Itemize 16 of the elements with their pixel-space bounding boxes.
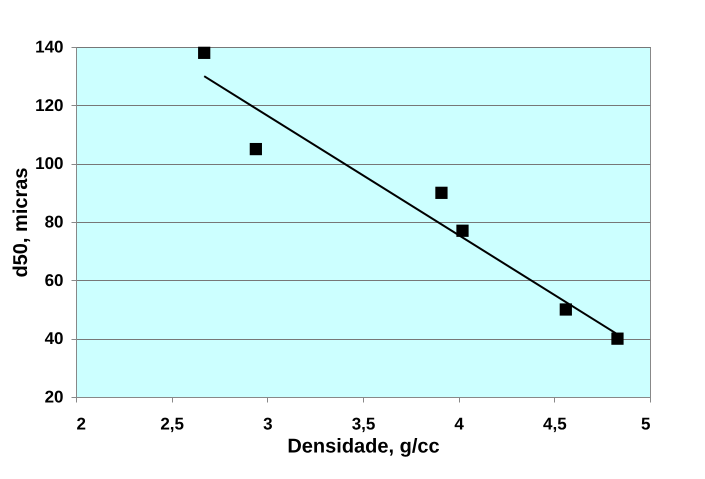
x-tick-label: 4,5 — [543, 414, 567, 434]
y-tick-label: 60 — [44, 270, 64, 290]
x-tick-label: 3,5 — [352, 414, 376, 434]
x-axis-title: Densidade, g/cc — [287, 436, 440, 458]
y-tick-label: 80 — [44, 212, 64, 232]
y-tick-label: 140 — [35, 38, 64, 56]
x-tick-label: 2 — [76, 414, 86, 434]
y-tick-label: 100 — [35, 154, 64, 174]
y-tick-label: 20 — [44, 388, 64, 406]
x-tick-label: 2,5 — [160, 414, 184, 434]
x-tick-label: 4 — [454, 414, 464, 434]
x-tick-label: 5 — [641, 414, 650, 434]
y-axis-title: d50, micras — [10, 167, 32, 278]
x-tick-label: 3 — [263, 414, 273, 434]
y-tick-label: 40 — [44, 329, 64, 348]
y-tick-label: 120 — [35, 96, 64, 115]
